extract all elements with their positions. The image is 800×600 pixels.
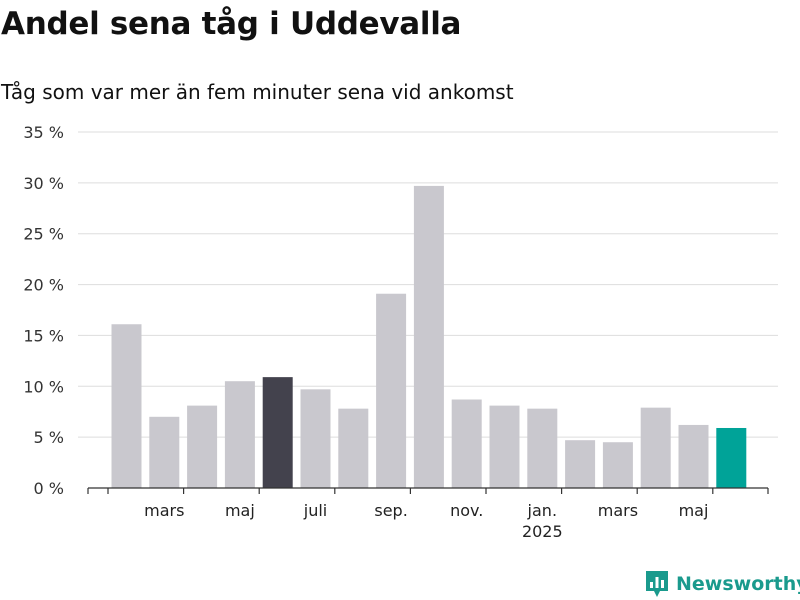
- bar: [413, 185, 444, 488]
- bar: [262, 377, 293, 488]
- y-tick-label: 10 %: [23, 377, 64, 396]
- y-tick-label: 0 %: [34, 479, 64, 498]
- y-axis-tick-labels: 0 % 5 % 10 % 15 % 20 % 25 % 30 % 35 %: [23, 123, 64, 498]
- bar: [376, 293, 407, 488]
- brand-logo: Newsworthy: [644, 568, 800, 600]
- x-tick-label: juli: [303, 501, 327, 520]
- x-tick-label: maj: [679, 501, 709, 520]
- y-tick-label: 30 %: [23, 174, 64, 193]
- bar: [640, 407, 671, 488]
- x-axis: [87, 487, 769, 494]
- y-tick-label: 15 %: [23, 326, 64, 345]
- bar: [300, 389, 331, 488]
- page-subtitle: Tåg som var mer än fem minuter sena vid …: [1, 80, 514, 104]
- y-tick-label: 20 %: [23, 276, 64, 295]
- bar: [678, 424, 709, 488]
- bar: [565, 440, 596, 488]
- bar: [149, 416, 180, 488]
- y-tick-label: 5 %: [34, 428, 64, 447]
- x-axis-tick-labels: mars maj juli sep. nov. jan. 2025 mars maj: [144, 501, 708, 541]
- newsworthy-logo-icon: [646, 571, 668, 597]
- x-tick-label: maj: [225, 501, 255, 520]
- x-tick-label: jan.: [527, 501, 557, 520]
- bar: [338, 408, 369, 488]
- brand-name: Newsworthy: [676, 573, 800, 595]
- x-tick-label: mars: [598, 501, 638, 520]
- bar: [187, 405, 218, 488]
- bar: [224, 381, 255, 488]
- bar: [527, 408, 558, 488]
- bar: [451, 399, 482, 488]
- x-tick-label: sep.: [374, 501, 407, 520]
- page-title: Andel sena tåg i Uddevalla: [1, 6, 462, 42]
- bar: [602, 442, 633, 488]
- x-tick-year-label: 2025: [522, 522, 563, 541]
- bar: [716, 427, 747, 488]
- y-tick-label: 35 %: [23, 123, 64, 142]
- y-tick-label: 25 %: [23, 225, 64, 244]
- bars: [111, 185, 747, 488]
- bar: [111, 324, 142, 488]
- x-tick-label: mars: [144, 501, 184, 520]
- bar: [489, 405, 520, 488]
- x-tick-label: nov.: [450, 501, 483, 520]
